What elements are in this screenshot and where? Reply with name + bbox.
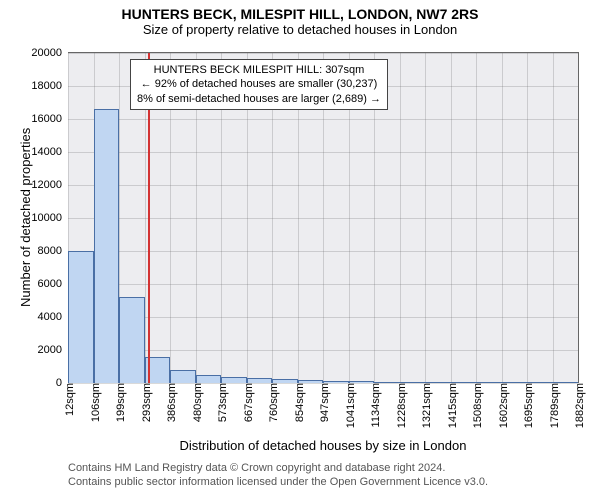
histogram-bar [323, 381, 349, 383]
footer-line-1: Contains HM Land Registry data © Crown c… [68, 462, 445, 474]
y-tick-label: 4000 [38, 311, 68, 323]
gridline-v [502, 53, 503, 383]
y-tick-label: 10000 [31, 212, 68, 224]
x-tick-label: 667sqm [237, 383, 255, 422]
x-tick-label: 12sqm [58, 383, 76, 416]
annotation-line: 8% of semi-detached houses are larger (2… [137, 92, 381, 106]
footer-line-2: Contains public sector information licen… [68, 476, 488, 488]
plot-area: 0200040006000800010000120001400016000180… [68, 52, 579, 383]
histogram-bar [425, 382, 451, 383]
x-tick-label: 573sqm [211, 383, 229, 422]
y-tick-label: 18000 [31, 80, 68, 92]
y-tick-label: 16000 [31, 113, 68, 125]
x-tick-label: 947sqm [313, 383, 331, 422]
gridline-v [451, 53, 452, 383]
histogram-bar [94, 109, 120, 383]
histogram-bar [298, 380, 324, 383]
histogram-bar [272, 379, 298, 383]
histogram-bar [196, 375, 222, 383]
histogram-bar [527, 382, 553, 383]
histogram-bar [374, 382, 400, 383]
y-tick-label: 2000 [38, 344, 68, 356]
x-tick-label: 480sqm [186, 383, 204, 422]
histogram-bar [221, 377, 247, 383]
y-tick-label: 14000 [31, 146, 68, 158]
y-tick-label: 12000 [31, 179, 68, 191]
gridline-v [425, 53, 426, 383]
annotation-box: HUNTERS BECK MILESPIT HILL: 307sqm← 92% … [130, 59, 388, 110]
x-tick-label: 760sqm [262, 383, 280, 422]
histogram-bar [553, 382, 579, 383]
chart-title: HUNTERS BECK, MILESPIT HILL, LONDON, NW7… [0, 0, 600, 22]
x-tick-label: 1508sqm [466, 383, 484, 428]
annotation-line: ← 92% of detached houses are smaller (30… [137, 77, 381, 91]
chart-subtitle: Size of property relative to detached ho… [0, 22, 600, 41]
x-tick-label: 106sqm [84, 383, 102, 422]
histogram-bar [349, 381, 375, 383]
x-tick-label: 1415sqm [441, 383, 459, 428]
x-tick-label: 199sqm [109, 383, 127, 422]
annotation-line: HUNTERS BECK MILESPIT HILL: 307sqm [137, 63, 381, 77]
histogram-bar [119, 297, 145, 383]
x-tick-label: 1882sqm [568, 383, 586, 428]
histogram-bar [502, 382, 528, 383]
x-tick-label: 854sqm [288, 383, 306, 422]
histogram-bar [170, 370, 196, 383]
histogram-bar [400, 382, 426, 383]
x-tick-label: 1602sqm [492, 383, 510, 428]
x-tick-label: 293sqm [135, 383, 153, 422]
x-tick-label: 386sqm [160, 383, 178, 422]
x-tick-label: 1321sqm [415, 383, 433, 428]
y-tick-label: 20000 [31, 47, 68, 59]
y-axis-label: Number of detached properties [18, 128, 33, 307]
x-tick-label: 1789sqm [543, 383, 561, 428]
histogram-bar [451, 382, 477, 383]
gridline-v [553, 53, 554, 383]
gridline-v [400, 53, 401, 383]
gridline-v [476, 53, 477, 383]
x-tick-label: 1134sqm [364, 383, 382, 427]
histogram-bar [476, 382, 502, 383]
histogram-bar [247, 378, 273, 383]
histogram-bar [68, 251, 94, 383]
gridline-v [578, 53, 579, 383]
histogram-chart: HUNTERS BECK, MILESPIT HILL, LONDON, NW7… [0, 0, 600, 500]
x-tick-label: 1041sqm [339, 383, 357, 428]
y-tick-label: 6000 [38, 278, 68, 290]
gridline-v [527, 53, 528, 383]
y-tick-label: 8000 [38, 245, 68, 257]
x-tick-label: 1695sqm [517, 383, 535, 428]
x-axis-label: Distribution of detached houses by size … [68, 438, 578, 453]
x-tick-label: 1228sqm [390, 383, 408, 428]
